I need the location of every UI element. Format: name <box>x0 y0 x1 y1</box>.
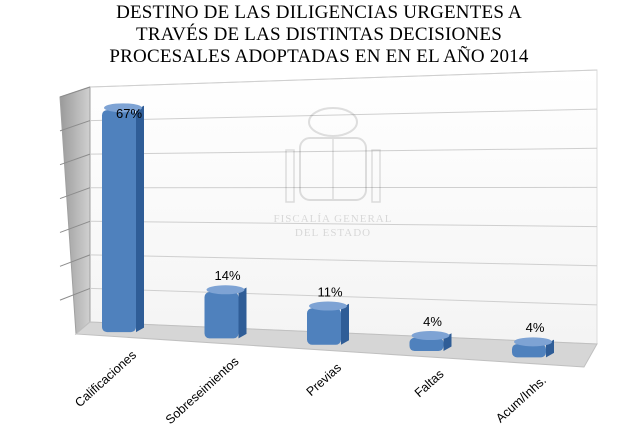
bar-top <box>309 301 347 311</box>
category-label: Calificaciones <box>72 348 139 410</box>
bar-side <box>341 303 349 345</box>
watermark-crown <box>308 107 358 137</box>
bar-side <box>238 287 247 339</box>
category-label: Acum/Inhs. <box>493 373 549 425</box>
bar-previas <box>307 301 349 345</box>
watermark-text: DEL ESTADO <box>295 227 371 239</box>
bar-top <box>206 285 245 295</box>
chart-title-line-3: PROCESALES ADOPTADAS EN EN EL AÑO 2014 <box>109 46 529 67</box>
gridline-left-wall <box>59 187 91 200</box>
watermark-text: FISCALÍA GENERAL <box>274 213 393 225</box>
bar-faltas <box>409 331 452 352</box>
bar-top <box>514 337 552 347</box>
gridline-left-wall <box>59 153 91 166</box>
data-label: 11% <box>317 284 342 299</box>
bar-front <box>307 308 341 345</box>
bar-front <box>512 344 546 358</box>
data-label: 4% <box>526 320 545 335</box>
bar-sobreseimientos <box>204 285 247 339</box>
left-wall <box>59 86 91 336</box>
category-label: Previas <box>304 361 344 399</box>
chart-title-line-2: TRAVÉS DE LAS DISTINTAS DECISIONES <box>136 24 502 45</box>
gridline <box>89 147 598 155</box>
chart-title-line-1: DESTINO DE LAS DILIGENCIAS URGENTES A <box>116 2 522 23</box>
watermark-emblem: FISCALÍA GENERAL DEL ESTADO <box>274 107 393 239</box>
bar-front <box>204 292 239 339</box>
bar-top <box>104 103 142 113</box>
bar-front <box>102 110 136 333</box>
gridline-left-wall <box>59 220 91 233</box>
gridline <box>89 254 598 267</box>
data-label: 4% <box>423 314 442 329</box>
category-label: Sobreseimientos <box>163 354 242 427</box>
watermark-pillar-right <box>371 149 381 203</box>
gridline-left-wall <box>59 120 91 132</box>
watermark-pillar-left <box>285 149 295 203</box>
gridline-left-wall <box>59 86 91 98</box>
bar-top <box>411 331 450 341</box>
category-label: Faltas <box>412 367 447 400</box>
gridline-left-wall <box>59 254 91 267</box>
bar-side <box>136 105 144 333</box>
gridline <box>89 108 598 122</box>
bar-calificaciones <box>102 103 144 333</box>
gridline-left-wall <box>59 287 91 301</box>
gridline <box>89 69 598 88</box>
gridline <box>89 287 598 306</box>
watermark-shield <box>299 137 367 201</box>
data-label: 14% <box>214 268 240 283</box>
gridline <box>89 220 598 228</box>
bar-front <box>409 337 444 352</box>
bar-acum-inhs- <box>512 337 554 358</box>
data-label: 67% <box>116 106 142 121</box>
